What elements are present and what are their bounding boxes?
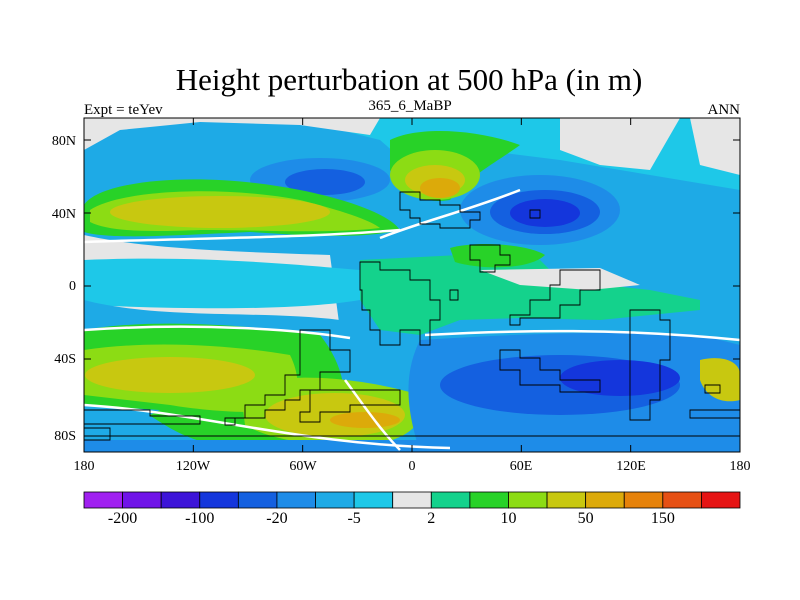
x-tick-label: 180 <box>74 459 95 474</box>
y-tick-label: 40S <box>54 352 76 367</box>
x-tick-label: 0 <box>409 459 416 474</box>
colorbar-swatch <box>662 491 702 509</box>
colorbar-label: 2 <box>427 510 435 527</box>
height-perturbation-field <box>84 118 740 452</box>
y-tick-label: 80N <box>52 134 76 149</box>
x-tick-label: 120W <box>176 459 211 474</box>
x-tick-label: 60E <box>510 459 533 474</box>
colorbar-swatch <box>122 491 162 509</box>
colorbar-label: 150 <box>651 510 675 527</box>
colorbar-swatch <box>160 491 201 509</box>
colorbar-swatch <box>701 491 741 509</box>
x-tick-label: 60W <box>289 459 317 474</box>
right-subtitle: ANN <box>708 102 741 118</box>
colorbar-label: 10 <box>500 510 516 527</box>
colorbar-swatch <box>392 491 432 509</box>
colorbar-swatch <box>546 491 587 509</box>
left-subtitle: Expt = teYev <box>84 102 163 118</box>
y-tick-label: 80S <box>54 429 76 444</box>
y-axis-labels: 80N 40N 0 40S 80S <box>52 134 76 444</box>
y-tick-label: 0 <box>69 279 76 294</box>
colorbar <box>83 491 741 509</box>
colorbar-swatch <box>508 491 548 509</box>
colorbar-label: -200 <box>108 510 137 527</box>
axis-ticks <box>83 118 741 452</box>
figure-title: Height perturbation at 500 hPa (in m) <box>176 62 643 97</box>
x-axis-labels: 180 120W 60W 0 60E 120E 180 <box>74 459 751 474</box>
colorbar-swatch <box>585 491 625 509</box>
center-subtitle: 365_6_MaBP <box>368 98 451 114</box>
colorbar-swatch <box>276 491 316 509</box>
colorbar-swatch <box>237 491 278 509</box>
colorbar-swatch <box>83 491 123 509</box>
colorbar-swatch <box>353 491 394 509</box>
colorbar-swatch <box>469 491 509 509</box>
colorbar-label: -5 <box>347 510 360 527</box>
x-tick-label: 120E <box>616 459 646 474</box>
colorbar-label: -100 <box>185 510 214 527</box>
colorbar-swatch <box>315 491 355 509</box>
colorbar-labels: -200 -100 -20 -5 2 10 50 150 <box>108 510 675 527</box>
colorbar-label: -20 <box>266 510 287 527</box>
x-tick-label: 180 <box>730 459 751 474</box>
colorbar-swatch <box>623 491 664 509</box>
colorbar-swatch <box>430 491 471 509</box>
colorbar-swatch <box>199 491 239 509</box>
y-tick-label: 40N <box>52 207 76 222</box>
colorbar-label: 50 <box>578 510 594 527</box>
